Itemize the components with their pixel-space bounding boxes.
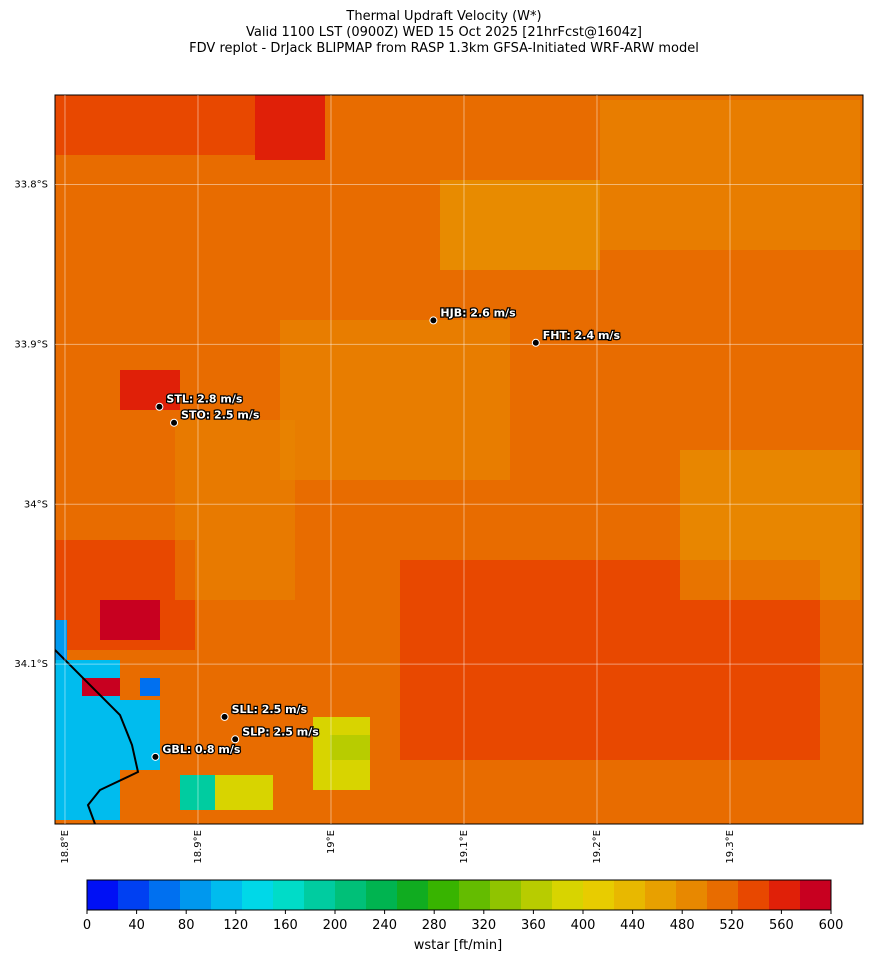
colorbar-frame — [86, 879, 832, 911]
colorbar-segment — [614, 880, 646, 910]
station-marker — [155, 402, 164, 411]
y-tick-label: 34.1°S — [14, 659, 48, 670]
station-label: STL: 2.8 m/s — [166, 393, 242, 406]
colorbar-segment — [118, 880, 150, 910]
colorbar-tick-label: 200 — [323, 918, 348, 933]
colorbar-label: wstar [ft/min] — [414, 938, 502, 953]
colorbar-segment — [397, 880, 429, 910]
colorbar-tick-label: 400 — [571, 918, 596, 933]
colorbar-tick-label: 600 — [819, 918, 844, 933]
title-line: Valid 1100 LST (0900Z) WED 15 Oct 2025 [… — [246, 25, 642, 40]
y-tick-label: 33.9°S — [14, 339, 48, 350]
colorbar-tick-label: 80 — [178, 918, 195, 933]
colorbar-tick-label: 560 — [769, 918, 794, 933]
station-label: STO: 2.5 m/s — [181, 409, 260, 422]
colorbar-tick-label: 120 — [223, 918, 248, 933]
title-line: FDV replot - DrJack BLIPMAP from RASP 1.… — [189, 41, 699, 56]
title-line: Thermal Updraft Velocity (W*) — [345, 9, 541, 24]
colorbar-segment — [552, 880, 584, 910]
y-tick-label: 33.8°S — [14, 180, 48, 191]
station-marker — [170, 418, 179, 427]
station-label: GBL: 0.8 m/s — [162, 743, 240, 756]
colorbar-segment — [366, 880, 398, 910]
x-tick-label: 18.9°E — [193, 830, 204, 864]
station-label: SLL: 2.5 m/s — [232, 703, 308, 716]
colorbar-tick-label: 280 — [422, 918, 447, 933]
colorbar-tick-label: 480 — [670, 918, 695, 933]
colorbar-segment — [149, 880, 181, 910]
colorbar-segment — [211, 880, 243, 910]
colorbar-tick-label: 520 — [719, 918, 744, 933]
colorbar-segment — [769, 880, 801, 910]
colorbar-segment — [490, 880, 522, 910]
colorbar-segment — [87, 880, 119, 910]
colorbar-segment — [738, 880, 770, 910]
colorbar-segment — [459, 880, 491, 910]
station-label: HJB: 2.6 m/s — [440, 306, 516, 319]
station-marker — [531, 338, 540, 347]
x-tick-label: 19.1°E — [459, 830, 470, 864]
colorbar-segment — [428, 880, 460, 910]
colorbar-segment — [335, 880, 367, 910]
colorbar-tick-label: 320 — [471, 918, 496, 933]
map-field — [55, 95, 863, 824]
colorbar-tick-label: 440 — [620, 918, 645, 933]
x-tick-label: 19.2°E — [592, 830, 603, 864]
colorbar-segment — [304, 880, 336, 910]
colorbar-tick-label: 40 — [128, 918, 145, 933]
station-marker — [151, 752, 160, 761]
colorbar-tick-label: 160 — [273, 918, 298, 933]
colorbar-tick-label: 240 — [372, 918, 397, 933]
station-marker — [231, 735, 240, 744]
station-marker — [429, 316, 438, 325]
colorbar-segment — [676, 880, 708, 910]
colorbar-tick-label: 360 — [521, 918, 546, 933]
colorbar-segment — [242, 880, 274, 910]
colorbar-segment — [707, 880, 739, 910]
station-label: FHT: 2.4 m/s — [543, 329, 621, 342]
colorbar-segment — [180, 880, 212, 910]
colorbar-tick-label: 0 — [83, 918, 91, 933]
colorbar-segment — [800, 880, 832, 910]
map-frame — [54, 94, 864, 825]
y-tick-label: 34°S — [24, 499, 48, 510]
x-tick-label: 19°E — [326, 830, 337, 854]
colorbar-segment — [273, 880, 305, 910]
station-label: SLP: 2.5 m/s — [242, 725, 319, 738]
x-tick-label: 18.8°E — [60, 830, 71, 864]
colorbar-segment — [583, 880, 615, 910]
x-tick-label: 19.3°E — [725, 830, 736, 864]
colorbar-segment — [521, 880, 553, 910]
colorbar-segment — [645, 880, 677, 910]
station-marker — [220, 712, 229, 721]
